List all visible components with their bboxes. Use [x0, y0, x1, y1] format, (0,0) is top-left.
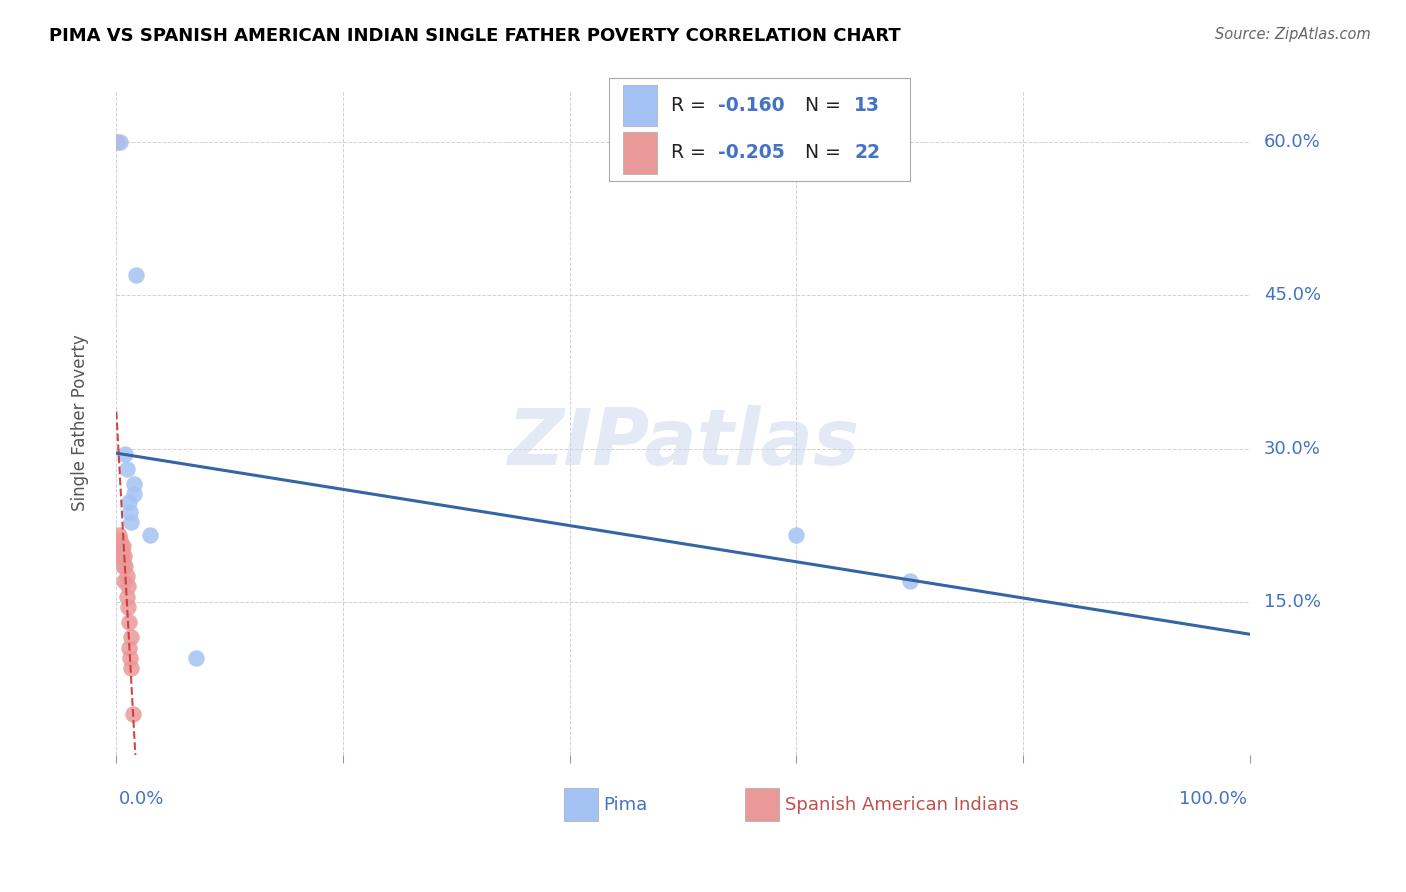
Point — [139, 528, 162, 542]
Text: -0.205: -0.205 — [718, 144, 785, 162]
Point — [115, 569, 138, 583]
Text: R =: R = — [671, 144, 711, 162]
Point — [124, 487, 146, 501]
Bar — [564, 788, 598, 822]
Text: PIMA VS SPANISH AMERICAN INDIAN SINGLE FATHER POVERTY CORRELATION CHART: PIMA VS SPANISH AMERICAN INDIAN SINGLE F… — [49, 27, 901, 45]
Point — [118, 650, 141, 665]
Text: 100.0%: 100.0% — [1178, 789, 1247, 807]
Point — [118, 505, 141, 519]
Text: 45.0%: 45.0% — [1264, 286, 1320, 304]
Point — [124, 268, 146, 282]
Point — [107, 135, 129, 149]
Text: 30.0%: 30.0% — [1264, 440, 1320, 458]
Point — [115, 590, 138, 604]
Point — [120, 661, 142, 675]
Point — [120, 515, 142, 529]
Point — [122, 706, 145, 721]
Text: 15.0%: 15.0% — [1264, 592, 1320, 611]
Point — [114, 447, 136, 461]
Point — [111, 549, 134, 563]
Text: N =: N = — [793, 144, 846, 162]
Point — [110, 539, 132, 553]
Text: 13: 13 — [853, 96, 880, 115]
Point — [107, 528, 129, 542]
Point — [112, 549, 135, 563]
Point — [785, 528, 807, 542]
Text: -0.160: -0.160 — [718, 96, 785, 115]
Text: Source: ZipAtlas.com: Source: ZipAtlas.com — [1215, 27, 1371, 42]
Text: ZIPatlas: ZIPatlas — [508, 405, 859, 481]
Point — [115, 462, 138, 476]
Point — [118, 640, 141, 655]
Text: N =: N = — [793, 96, 846, 115]
Point — [110, 549, 132, 563]
Point — [120, 631, 142, 645]
Point — [124, 477, 146, 491]
Point — [118, 494, 141, 508]
Text: 22: 22 — [853, 144, 880, 162]
Text: 0.0%: 0.0% — [120, 789, 165, 807]
Point — [117, 579, 139, 593]
Point — [184, 650, 207, 665]
Point — [112, 558, 135, 573]
Point — [898, 574, 921, 589]
Point — [114, 558, 136, 573]
Text: Spanish American Indians: Spanish American Indians — [785, 796, 1019, 814]
Point — [111, 543, 134, 558]
Point — [108, 533, 131, 548]
Point — [112, 574, 135, 589]
Y-axis label: Single Father Poverty: Single Father Poverty — [72, 334, 89, 511]
Bar — [623, 85, 657, 127]
Text: 60.0%: 60.0% — [1264, 133, 1320, 152]
Bar — [745, 788, 779, 822]
Bar — [623, 132, 657, 174]
Point — [118, 615, 141, 629]
Text: Pima: Pima — [603, 796, 648, 814]
Point — [117, 599, 139, 614]
Point — [112, 539, 135, 553]
Bar — [609, 78, 910, 181]
Point — [108, 135, 131, 149]
Text: R =: R = — [671, 96, 711, 115]
